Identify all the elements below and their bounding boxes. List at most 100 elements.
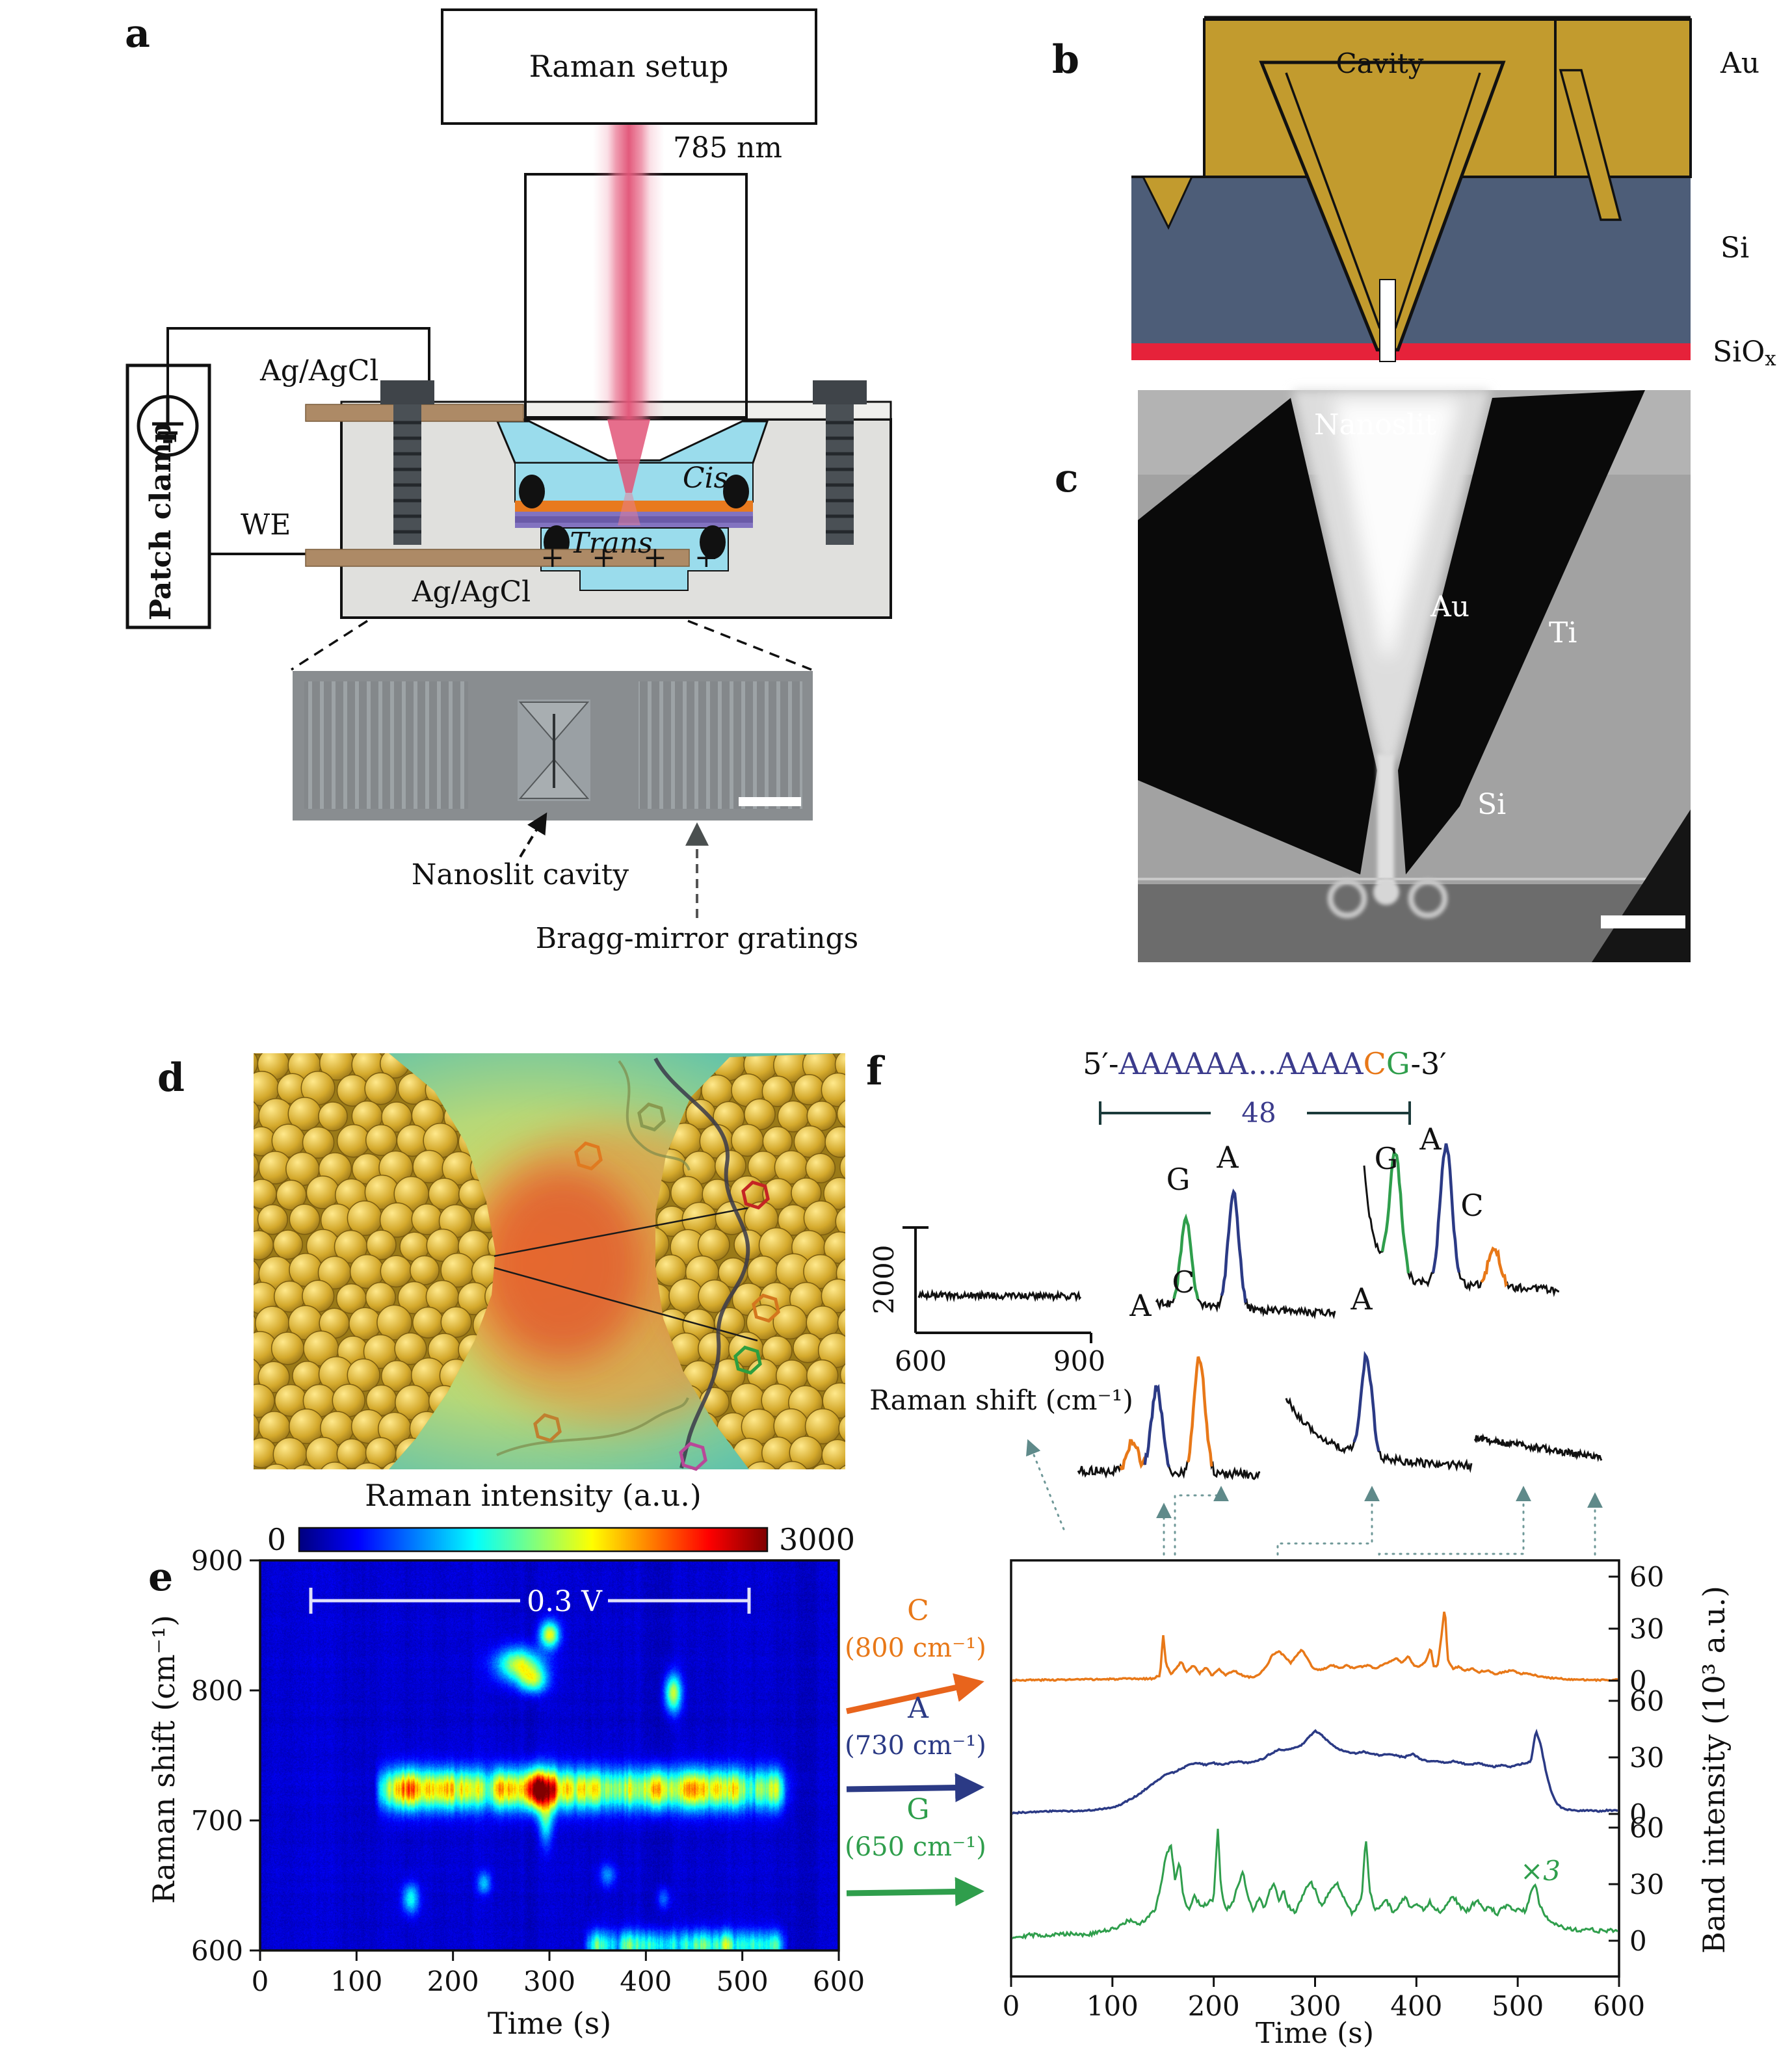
a-arrow [846,1773,984,1803]
raman-heatmap-image [260,1560,839,1950]
trace-G (650 cm⁻¹) [1012,1828,1618,1940]
screw-right [813,380,867,545]
zoom-line-right [687,620,812,671]
f-xtick: 400 [1390,1990,1442,2022]
peak-G [1172,1213,1200,1300]
nanoslit-channel-bright [1377,754,1394,891]
f-xtick: 300 [1289,1990,1341,2022]
cis-label: Cis [683,462,728,495]
laser-below-focus [618,493,640,525]
peak-label-C: C [1172,1265,1194,1300]
laser-beam [607,125,650,419]
peak-x [1119,1439,1146,1471]
trace-label-G: G (650 cm⁻¹) [845,1793,986,1907]
voltage-bracket [309,1588,751,1614]
au-wing-left [1138,398,1377,874]
peak-label-A: A [1216,1140,1239,1175]
si-label: Si [1720,231,1749,265]
e-xtick: 400 [620,1965,672,1997]
e-xlabel: Time (s) [488,2006,611,2041]
trace-label-A: A (730 cm⁻¹) [845,1692,986,1803]
voltage-label: 0.3 V [527,1585,603,1618]
dna-base-ring [637,1102,666,1132]
peak-C [1480,1246,1509,1288]
f-right-tick: 60 [1629,1561,1664,1593]
trace-C (800 cm⁻¹) [1012,1611,1618,1683]
au-label-c: Au [1430,590,1469,624]
f-right-tick: 60 [1629,1685,1664,1717]
nanoslit-arrow [519,812,547,858]
zoom-line-left [291,620,368,671]
peak-A [1220,1188,1247,1303]
colorbar-image [299,1528,767,1551]
field-line [494,1207,748,1257]
f-right-tick: 0 [1629,1798,1647,1830]
f-xtick: 100 [1087,1990,1139,2022]
e-xtick: 300 [523,1965,575,1997]
dna-strand [618,1060,691,1171]
colorbar-min: 0 [267,1522,286,1557]
e-ylabel: Raman shift (cm⁻¹) [146,1615,181,1904]
reference-spectrum-axes [903,1226,1092,1343]
f-right-tick: 30 [1629,1613,1664,1645]
bragg-grating-right [639,681,802,809]
peak-label-G: G [1375,1141,1399,1176]
o-ring [723,475,749,508]
g-arrow [846,1877,984,1907]
dna-base-ring [574,1141,603,1171]
ref-xmin: 600 [895,1345,947,1377]
trace-plot-frame [1010,1559,1620,1978]
panel-b-label: b [1052,37,1079,83]
scale-bar [739,797,801,806]
panel-c-sem-cross-section: c Nanoslit Au Ti Si [1055,390,1691,962]
svg-text:(650 cm⁻¹): (650 cm⁻¹) [845,1832,986,1862]
e-xtick: 0 [252,1965,269,1997]
si-label-c: Si [1477,788,1506,821]
peak-label-A: A [1419,1122,1442,1157]
e-xtick: 200 [427,1965,479,1997]
colorbar-max: 3000 [779,1522,855,1557]
panel-b-cross-section: b Cavity Au Si SiOx [1052,16,1776,371]
e-ytick: 800 [191,1675,243,1707]
au-wing-right [1398,390,1645,874]
au-label: Au [1720,47,1759,80]
e-ytick: 700 [191,1805,243,1837]
panel-e-heatmap: e 900 800 700 600 0 100 200 300 400 500 600 Raman … [146,1545,865,2041]
o-ring [519,475,545,508]
nanoslit-cavity-label: Nanoslit cavity [412,858,629,891]
raman-intensity-colorbar: Raman intensity (a.u.) 0 3000 [267,1478,855,1557]
trace-label-C: C (800 cm⁻¹) [845,1594,986,1714]
sequence-bracket [1099,1101,1411,1125]
top-electrode-label: Ag/AgCl [259,354,378,387]
gold-nanoparticle-cluster-right [655,1053,845,1469]
charges-label: + + + + [540,541,727,574]
e-xtick: 500 [717,1965,769,1997]
cavity-funnel [1259,60,1506,352]
f-ylabel: Band intensity (10³ a.u.) [1696,1586,1732,1954]
f-xtick: 0 [1003,1990,1020,2022]
panel-e-label: e [148,1555,173,1600]
wire-top-electrode [166,327,430,410]
ref-caption: Raman shift (cm⁻¹) [869,1384,1133,1416]
svg-text:G: G [906,1793,929,1826]
spectrum-baseline_before_capture [917,1289,1082,1303]
bottom-electrode-label: Ag/AgCl [412,575,531,609]
peak-G [1380,1149,1410,1274]
nanoslit-label: Nanoslit [1314,408,1436,441]
e-ytick: 900 [191,1545,243,1577]
e-xtick: 100 [330,1965,382,1997]
panel-d-simulation: d [157,1053,845,1471]
nanoslit-core-glow [1333,400,1460,657]
sem-top-view [293,671,813,821]
dna-base-ring [752,1293,780,1323]
dna-strand [496,1397,689,1456]
peak-label-G: G [1166,1162,1191,1197]
panel-c-label: c [1055,456,1079,501]
peak-label-A: A [1350,1281,1373,1317]
heatmap-frame [259,1559,840,1952]
peak-label-C: C [1460,1188,1483,1223]
panel-a-label: a [125,11,150,57]
o-ring [700,525,726,559]
